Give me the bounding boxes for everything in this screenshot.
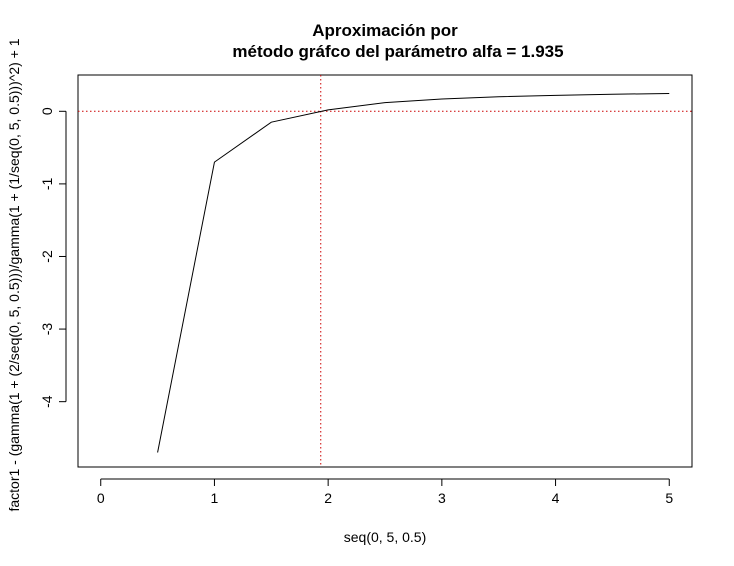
x-tick-label: 5 <box>665 490 673 506</box>
x-axis-label: seq(0, 5, 0.5) <box>344 529 427 545</box>
y-axis-label: factor1 - (gamma(1 + (2/seq(0, 5, 0.5)))… <box>6 38 22 511</box>
y-axis: 0 -1 -2 -3 -4 <box>39 107 67 408</box>
chart-title-line-2: método gráfco del parámetro alfa = 1.935 <box>232 42 563 61</box>
reference-lines <box>78 75 692 467</box>
y-tick-label: -3 <box>39 323 55 336</box>
chart-title-line-1: Aproximación por <box>312 21 458 40</box>
y-tick-label: -4 <box>39 395 55 408</box>
series-line-0 <box>157 93 670 453</box>
y-tick-label: 0 <box>39 107 55 115</box>
x-tick-label: 4 <box>552 490 560 506</box>
x-axis: 0 1 2 3 4 5 <box>97 478 673 506</box>
x-tick-label: 1 <box>211 490 219 506</box>
y-tick-label: -2 <box>39 250 55 263</box>
y-tick-label: -1 <box>39 177 55 190</box>
x-tick-label: 2 <box>324 490 332 506</box>
plot-frame <box>77 74 693 468</box>
series-layer <box>157 93 670 453</box>
x-tick-label: 3 <box>438 490 446 506</box>
x-tick-label: 0 <box>97 490 105 506</box>
